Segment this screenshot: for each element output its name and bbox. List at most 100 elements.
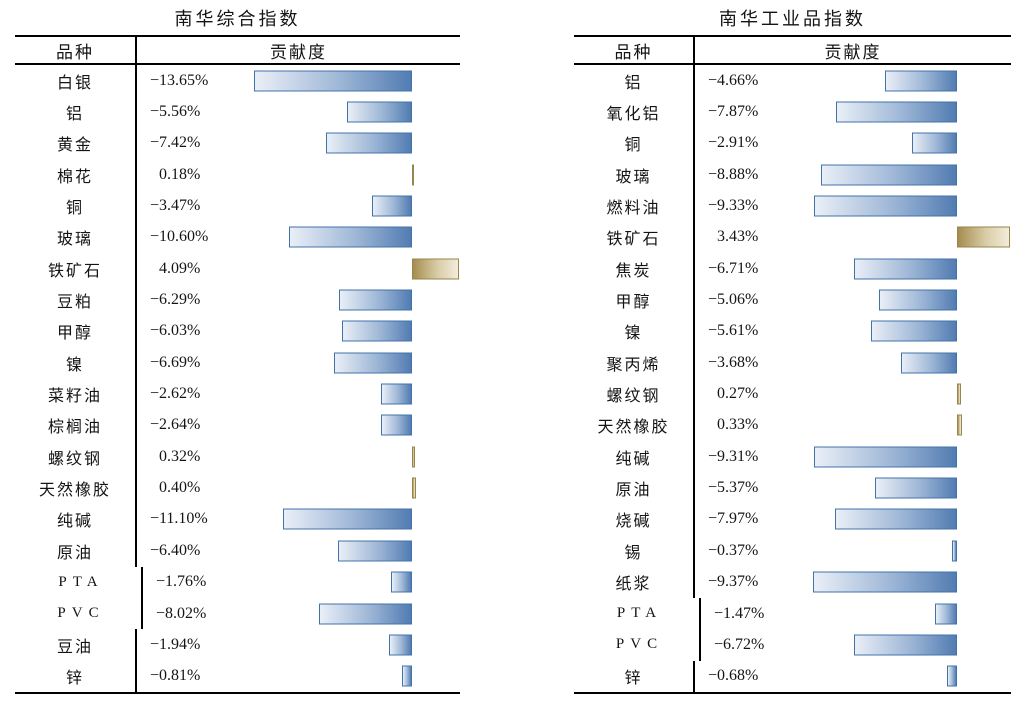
contribution-cell: 0.40% [137, 472, 460, 503]
contribution-cell: −0.68% [695, 661, 1011, 692]
contribution-value: −8.02% [156, 604, 207, 622]
contribution-bar [325, 132, 412, 154]
table-row: PVC −8.02% [15, 597, 460, 630]
bar-region [254, 598, 459, 629]
contribution-bar [813, 195, 958, 217]
bar-region [254, 441, 459, 472]
contribution-cell: −10.60% [137, 222, 460, 253]
table-rows: 白银 −13.65% 铝 −5.56% 黄金 −7.42% 棉花 0.18% 铜 −3.47% 玻璃… [15, 65, 460, 694]
contribution-value: 0.33% [717, 416, 759, 434]
contribution-cell: −6.03% [137, 316, 460, 347]
variety-label: 甲醇 [574, 284, 695, 316]
contribution-value: −11.10% [150, 510, 208, 528]
contribution-bar [820, 164, 958, 186]
contribution-bar [371, 195, 412, 217]
table-row: 螺纹钢 0.27% [574, 378, 1011, 410]
variety-label: 棕榈油 [15, 409, 137, 442]
variety-label: 锌 [574, 660, 695, 692]
contribution-cell: −8.88% [695, 159, 1011, 190]
table-row: 纸浆 −9.37% [574, 566, 1011, 598]
bar-region [813, 410, 1010, 441]
contribution-value: −5.06% [708, 291, 759, 309]
contribution-cell: −5.61% [695, 316, 1011, 347]
table-row: 聚丙烯 −3.68% [574, 347, 1011, 379]
variety-label: 棉花 [15, 159, 137, 191]
table-row: PTA −1.76% [15, 566, 460, 598]
contribution-bar [319, 603, 412, 625]
table-row: 豆粕 −6.29% [15, 284, 460, 316]
bar-region [254, 222, 459, 253]
variety-label: 螺纹钢 [15, 441, 137, 473]
variety-label: 豆粕 [15, 284, 137, 316]
variety-label: 铁矿石 [15, 253, 137, 285]
table-row: 镍 −6.69% [15, 347, 460, 379]
contribution-cell: −11.10% [137, 504, 460, 535]
table-row: 纯碱 −11.10% [15, 503, 460, 536]
variety-label: 铜 [574, 127, 695, 160]
contribution-value: −1.76% [156, 573, 207, 591]
contribution-cell: −1.76% [143, 567, 460, 598]
contribution-value: 0.40% [159, 479, 201, 497]
contribution-value: −7.42% [150, 134, 201, 152]
contribution-cell: −1.47% [701, 598, 1011, 629]
variety-label: PTA [574, 597, 701, 630]
contribution-value: −1.94% [150, 635, 201, 653]
contribution-bar [853, 634, 958, 656]
contribution-value: −10.60% [150, 228, 209, 246]
contribution-bar [339, 289, 412, 311]
contribution-value: −1.47% [714, 604, 765, 622]
contribution-bar [411, 477, 417, 499]
contribution-cell: −5.37% [695, 472, 1011, 503]
contribution-bar [254, 70, 412, 92]
column-header-contribution: 贡献度 [270, 42, 327, 62]
bar-region [254, 629, 459, 660]
bar-region [254, 535, 459, 566]
table-header-row: 品种 贡献度 [574, 35, 1011, 65]
contribution-bar [934, 603, 958, 625]
bar-region [254, 316, 459, 347]
variety-label: 铝 [574, 65, 695, 97]
table-row: 铝 −4.66% [574, 65, 1011, 97]
table-title: 南华工业品指数 [719, 9, 866, 29]
variety-label: 锡 [574, 535, 695, 567]
contribution-cell: 0.18% [137, 159, 460, 190]
contribution-cell: −3.47% [137, 190, 460, 221]
contribution-value: −2.91% [708, 134, 759, 152]
table-row: 原油 −6.40% [15, 535, 460, 567]
contribution-bar [411, 446, 416, 468]
contribution-value: −6.40% [150, 541, 201, 559]
variety-label: 玻璃 [574, 159, 695, 191]
contribution-cell: −9.31% [695, 441, 1011, 472]
contribution-cell: 0.33% [695, 410, 1011, 441]
contribution-bar [391, 571, 412, 593]
contribution-cell: −6.72% [701, 629, 1011, 660]
bar-region [813, 661, 1010, 692]
bar-region [254, 253, 459, 284]
bar-region [254, 128, 459, 159]
bar-region [813, 128, 1010, 159]
table-row: 纯碱 −9.31% [574, 441, 1011, 473]
variety-label: PTA [15, 566, 143, 598]
contribution-bar [337, 540, 412, 562]
bar-region [254, 567, 459, 598]
contribution-cell: −2.62% [137, 378, 460, 409]
variety-label: 铜 [15, 190, 137, 222]
variety-label: 甲醇 [15, 315, 137, 348]
table-row: 氧化铝 −7.87% [574, 96, 1011, 128]
table-row: 菜籽油 −2.62% [15, 378, 460, 410]
contribution-cell: −9.37% [695, 567, 1011, 598]
contribution-cell: −6.71% [695, 253, 1011, 284]
table-row: 焦炭 −6.71% [574, 253, 1011, 285]
variety-label: PVC [574, 629, 701, 661]
contribution-bar [334, 352, 412, 374]
contribution-bar [381, 414, 412, 436]
contribution-value: 0.18% [159, 165, 201, 183]
table-row: 锡 −0.37% [574, 535, 1011, 567]
contribution-bar [874, 477, 958, 499]
bar-region [254, 284, 459, 315]
contribution-cell: −8.02% [143, 598, 460, 629]
contribution-cell: −5.06% [695, 284, 1011, 315]
contribution-value: −5.61% [708, 322, 759, 340]
contribution-cell: −6.40% [137, 535, 460, 566]
contribution-bar [813, 571, 958, 593]
